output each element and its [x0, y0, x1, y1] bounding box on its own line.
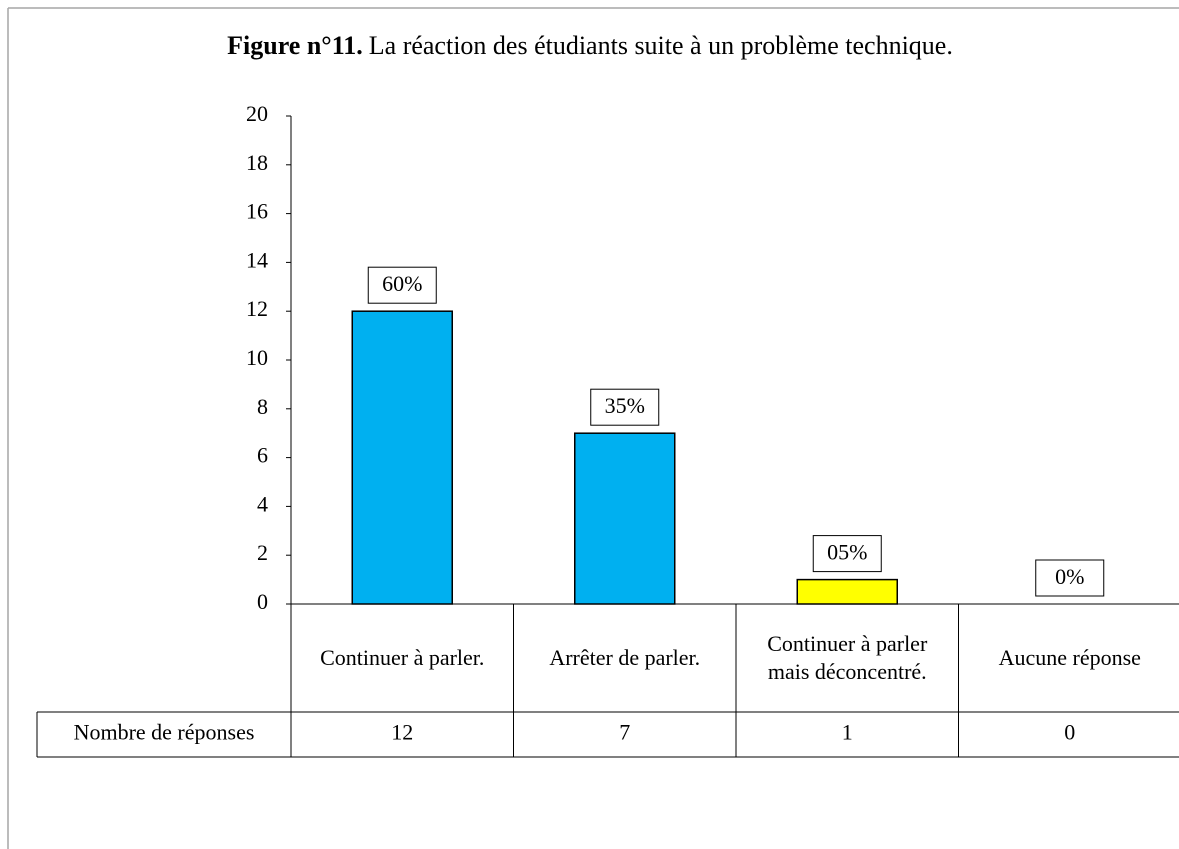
data-label: 35% — [605, 393, 645, 418]
y-tick-label: 14 — [246, 247, 268, 272]
y-tick-label: 16 — [246, 199, 268, 224]
chart-title-group: Figure n°11. La réaction des étudiants su… — [227, 31, 953, 60]
data-label-box — [590, 388, 660, 426]
table-value: 0 — [1064, 720, 1075, 745]
data-label: 60% — [382, 271, 422, 296]
bar — [574, 432, 676, 605]
bar — [796, 578, 898, 605]
x-tick-label-box: Arrêter de parler. — [549, 645, 701, 670]
x-tick-label-box: Continuer à parler mais déconcentré. — [767, 631, 928, 684]
data-label-box — [812, 535, 882, 573]
y-tick-label: 18 — [246, 150, 268, 175]
chart-title: La réaction des étudiants suite à un pro… — [369, 31, 953, 60]
x-tick-label: Continuer à parler. — [320, 645, 485, 670]
y-tick-label: 10 — [246, 345, 268, 370]
data-label: 05% — [827, 540, 867, 565]
table-value: 7 — [619, 720, 630, 745]
table-value: 1 — [842, 720, 853, 745]
data-label: 0% — [1055, 564, 1084, 589]
x-tick-label-box: Aucune réponse — [998, 645, 1141, 670]
x-tick-label: Aucune réponse — [998, 645, 1141, 670]
data-label-box — [367, 266, 437, 304]
y-tick-label: 2 — [257, 540, 268, 565]
table-row-label: Nombre de réponses — [74, 720, 255, 745]
y-tick-label: 12 — [246, 296, 268, 321]
y-tick-label: 6 — [257, 443, 268, 468]
x-tick-label-box: Continuer à parler. — [320, 645, 485, 670]
y-tick-label: 4 — [257, 491, 268, 516]
bar — [351, 310, 453, 605]
x-tick-label: Continuer à parler mais déconcentré. — [767, 631, 928, 684]
table-value: 12 — [391, 720, 413, 745]
y-tick-label: 20 — [246, 101, 268, 126]
data-label-box — [1035, 559, 1105, 597]
y-tick-label: 8 — [257, 394, 268, 419]
title-label: Figure n°11. — [227, 31, 363, 60]
x-tick-label: Arrêter de parler. — [549, 645, 701, 670]
y-tick-label: 0 — [257, 589, 268, 614]
